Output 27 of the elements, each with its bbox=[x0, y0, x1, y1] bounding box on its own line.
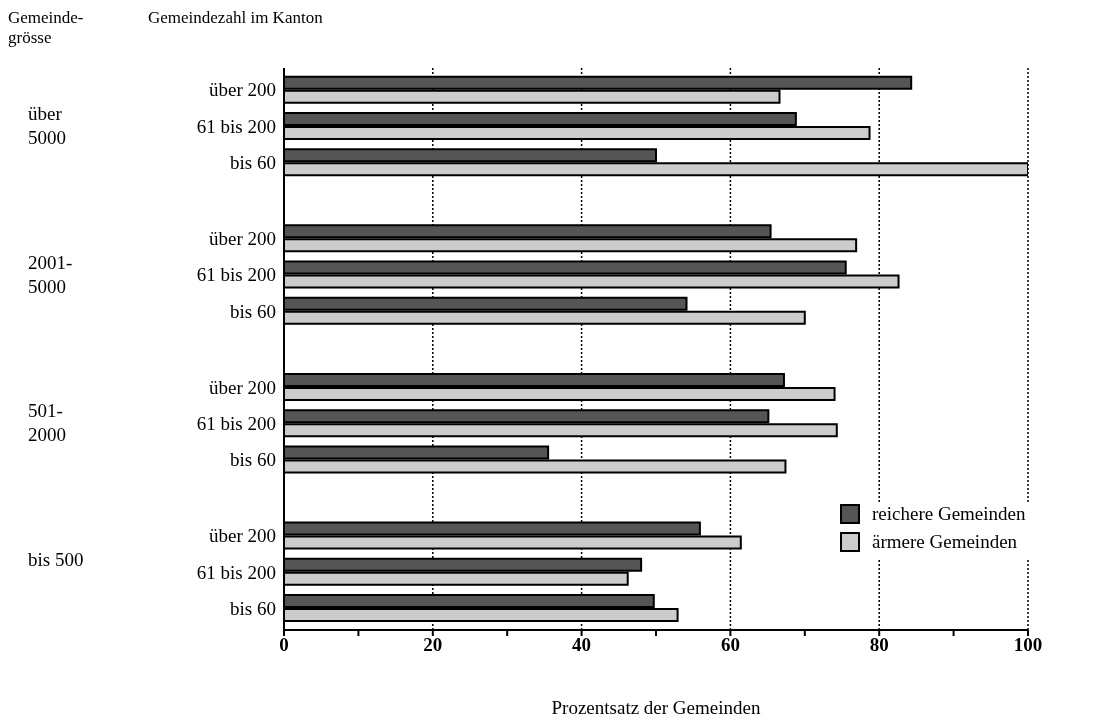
y-tick-label: bis 60 bbox=[230, 300, 276, 322]
y-tick-label: 61 bis 200 bbox=[196, 413, 276, 435]
y-tick-label: über 200 bbox=[208, 525, 276, 547]
text: Gemeinde-grösse bbox=[8, 8, 85, 48]
y-tick-label: bis 60 bbox=[230, 597, 276, 619]
y-tick-label: 61 bis 200 bbox=[196, 264, 276, 286]
legend-label: reichere Gemeinden bbox=[872, 503, 1026, 525]
x-tick-label: 40 bbox=[572, 634, 592, 656]
y-tick-label: bis 60 bbox=[230, 449, 276, 471]
text: 501-2000 bbox=[28, 399, 67, 448]
x-tick-label: 60 bbox=[720, 634, 740, 656]
y-tick-label: über 200 bbox=[208, 376, 276, 398]
legend-label: ärmere Gemeinden bbox=[872, 531, 1018, 553]
y-tick-label: 61 bis 200 bbox=[196, 115, 276, 137]
text: bis 500 bbox=[28, 548, 85, 572]
y-axis-title: Gemeindezahl im Kanton bbox=[148, 8, 323, 28]
x-tick-label: 100 bbox=[1013, 634, 1043, 656]
x-axis-title: Prozentsatz der Gemeinden bbox=[551, 697, 761, 718]
x-tick-label: 80 bbox=[869, 634, 889, 656]
y-tick-label: 61 bis 200 bbox=[196, 561, 276, 583]
x-tick-label: 0 bbox=[279, 634, 289, 656]
y-tick-label: über 200 bbox=[208, 228, 276, 250]
x-tick-label: 20 bbox=[423, 634, 443, 656]
y-tick-label: bis 60 bbox=[230, 152, 276, 174]
y-tick-label: über 200 bbox=[208, 79, 276, 101]
text: 2001-5000 bbox=[28, 250, 74, 299]
text: über 5000 bbox=[28, 102, 67, 150]
